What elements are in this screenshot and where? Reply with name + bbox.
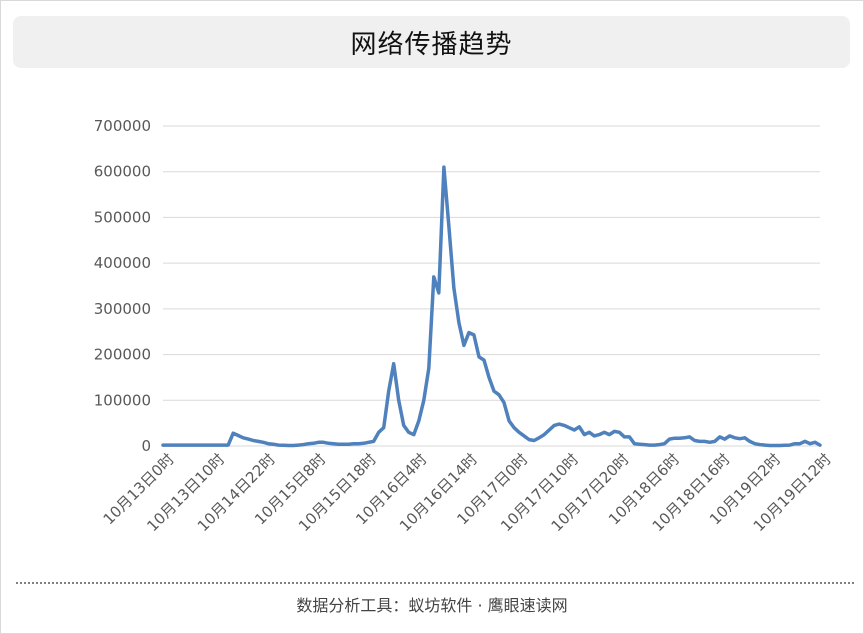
y-tick-label: 600000 [94,163,151,181]
y-tick-label: 100000 [94,391,151,409]
footer-credit: 数据分析工具：蚁坊软件 · 鹰眼速读网 [296,596,568,615]
y-tick-label: 0 [141,437,151,455]
y-tick-label: 700000 [94,117,151,135]
y-tick-label: 200000 [94,346,151,364]
y-tick-label: 500000 [94,208,151,226]
series-line [161,165,822,448]
chart-title: 网络传播趋势 [350,29,513,60]
y-tick-label: 300000 [94,300,151,318]
chart-title-bar: 网络传播趋势 [13,16,850,68]
footer-divider [16,582,854,584]
y-tick-label: 400000 [94,254,151,272]
